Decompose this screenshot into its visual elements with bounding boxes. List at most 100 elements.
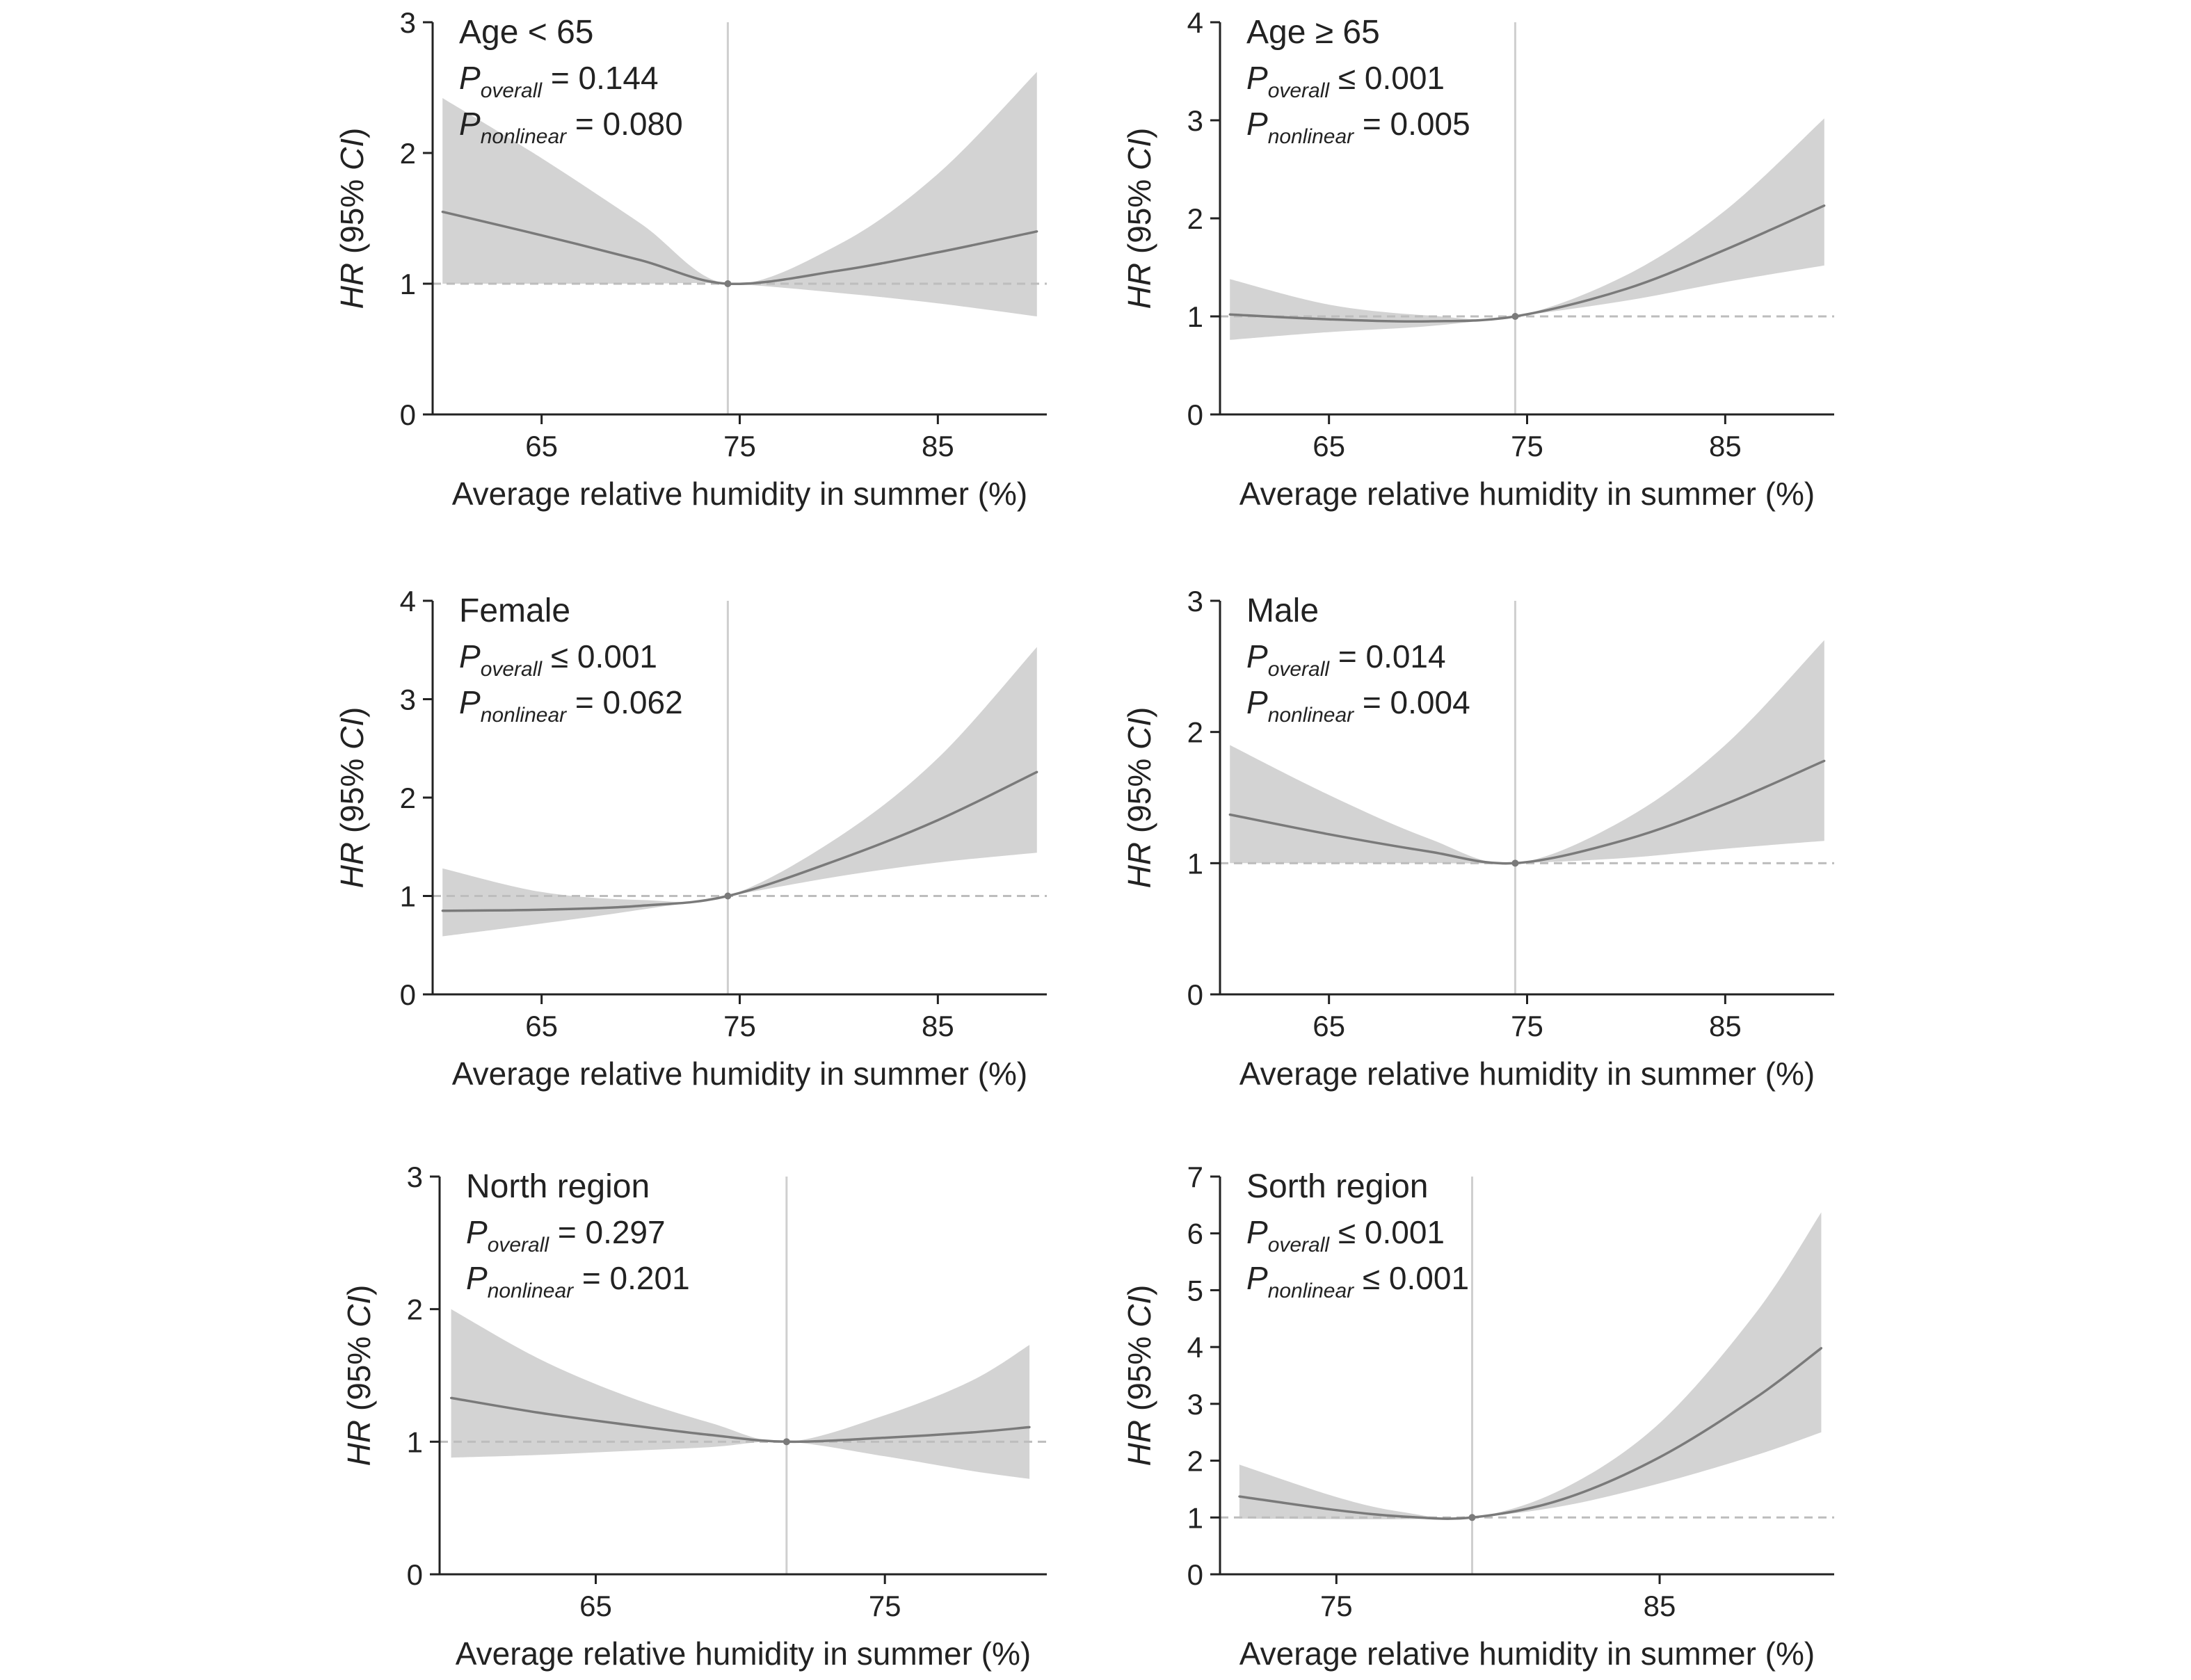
- y-axis-label: HR (95% CI): [334, 128, 370, 309]
- estimate-point: [1228, 813, 1231, 816]
- chart-panel-female: 0 1 2 3 4 65 75 85 Average relative humidity in …: [334, 585, 1047, 1092]
- p-value-text: Poverall = 0.297: [466, 1214, 666, 1257]
- p-symbol: P: [1246, 1260, 1268, 1296]
- reference-point: [1511, 313, 1519, 320]
- x-tick-label: 75: [1511, 430, 1543, 462]
- y-tick-label: 3: [1187, 1388, 1203, 1421]
- y-axis-label: HR (95% CI): [334, 707, 370, 889]
- y-tick-label: 3: [1187, 104, 1203, 137]
- y-axis-label-part: (95%: [334, 170, 370, 263]
- p-value: = 0.062: [566, 684, 683, 720]
- p-value: = 0.005: [1354, 106, 1470, 142]
- estimate-point: [936, 251, 939, 254]
- y-axis-label-part: (95%: [1121, 170, 1157, 263]
- subgroup-title: Female: [459, 592, 570, 629]
- estimate-point: [1328, 833, 1331, 836]
- estimate-point: [1625, 287, 1628, 291]
- x-tick-label: 65: [1313, 1010, 1345, 1042]
- estimate-point: [639, 905, 642, 907]
- y-tick-label: 2: [407, 1293, 423, 1326]
- p-subscript: nonlinear: [481, 125, 567, 148]
- y-axis-label-part: HR: [1121, 842, 1157, 888]
- p-value-text: Poverall ≤ 0.001: [459, 638, 657, 681]
- estimate-point: [1658, 1456, 1661, 1459]
- estimate-point: [536, 1411, 539, 1414]
- estimate-point: [1238, 1495, 1241, 1498]
- y-axis-label-part: HR: [334, 263, 370, 309]
- estimate-point: [450, 1396, 453, 1400]
- estimate-point: [1724, 248, 1726, 251]
- y-axis-label-part: (95%: [1121, 1327, 1157, 1420]
- subgroup-title: Male: [1246, 592, 1319, 629]
- p-value: ≤ 0.001: [542, 638, 657, 675]
- y-axis-label-part: HR: [334, 842, 370, 888]
- estimate-point: [1427, 320, 1429, 323]
- estimate-point: [540, 908, 543, 911]
- p-symbol: P: [1246, 638, 1268, 675]
- estimate-point: [970, 1431, 973, 1434]
- p-subscript: overall: [481, 658, 543, 681]
- subgroup-title: Sorth region: [1246, 1168, 1429, 1205]
- x-tick-label: 85: [922, 1010, 954, 1042]
- y-tick-label: 1: [1187, 847, 1203, 880]
- y-axis-label-part: ): [1121, 707, 1157, 718]
- p-value-text: Poverall ≤ 0.001: [1246, 60, 1445, 102]
- estimate-point: [441, 211, 444, 213]
- p-symbol: P: [1246, 684, 1268, 720]
- x-tick-label: 85: [1709, 1010, 1742, 1042]
- x-tick-label: 85: [922, 430, 954, 462]
- p-subscript: nonlinear: [1268, 125, 1354, 148]
- p-value: = 0.201: [573, 1260, 690, 1296]
- y-tick-label: 7: [1187, 1161, 1203, 1193]
- y-axis-label-part: HR: [1121, 1420, 1157, 1466]
- subgroup-title: North region: [466, 1168, 650, 1205]
- y-tick-label: 1: [407, 1425, 423, 1458]
- p-symbol: P: [459, 106, 481, 142]
- reference-point: [782, 1438, 790, 1446]
- confidence-band: [1230, 118, 1824, 340]
- y-tick-label: 0: [400, 398, 416, 431]
- estimate-point: [1036, 770, 1038, 773]
- estimate-point: [1625, 838, 1628, 841]
- y-axis-label: HR (95% CI): [1121, 1285, 1157, 1467]
- y-axis-label-part: (95%: [334, 750, 370, 842]
- p-value: ≤ 0.001: [1329, 60, 1445, 96]
- p-symbol: P: [459, 60, 481, 96]
- chart-panel-north-region: 0 1 2 3 65 75 Average relative humidity in sum…: [341, 1161, 1047, 1672]
- y-axis-label: HR (95% CI): [1121, 707, 1157, 889]
- p-value-text: Pnonlinear ≤ 0.001: [1246, 1260, 1469, 1302]
- y-tick-label: 3: [400, 6, 416, 39]
- y-tick-label: 2: [400, 137, 416, 170]
- estimate-point: [1823, 204, 1826, 207]
- p-subscript: nonlinear: [1268, 1279, 1354, 1302]
- estimate-point: [1228, 313, 1231, 316]
- x-axis-label: Average relative humidity in summer (%): [456, 1635, 1031, 1672]
- estimate-point: [1562, 1498, 1564, 1501]
- y-axis-label-part: CI: [1121, 718, 1157, 750]
- reference-point: [724, 280, 732, 287]
- x-axis-label: Average relative humidity in summer (%): [452, 476, 1027, 512]
- estimate-point: [1399, 1515, 1402, 1518]
- y-axis-label-part: HR: [1121, 263, 1157, 309]
- p-subscript: overall: [488, 1234, 550, 1257]
- y-axis-label: HR (95% CI): [341, 1285, 377, 1467]
- p-symbol: P: [1246, 1214, 1268, 1250]
- confidence-band: [1239, 1212, 1822, 1519]
- p-symbol: P: [459, 684, 481, 720]
- p-subscript: nonlinear: [1268, 704, 1354, 727]
- confidence-band: [442, 647, 1037, 937]
- y-axis-label-part: CI: [1121, 138, 1157, 170]
- y-axis-label-part: (95%: [341, 1327, 377, 1420]
- y-tick-label: 1: [1187, 1501, 1203, 1534]
- estimate-point: [1028, 1425, 1031, 1428]
- reference-point: [1511, 859, 1519, 867]
- y-axis-label-part: ): [334, 707, 370, 718]
- p-value: = 0.297: [549, 1214, 666, 1250]
- y-axis-label-part: CI: [341, 1295, 377, 1327]
- y-tick-label: 0: [1187, 978, 1203, 1011]
- estimate-point: [1820, 1347, 1823, 1350]
- y-axis-label-part: CI: [334, 718, 370, 750]
- x-tick-label: 75: [723, 1010, 756, 1042]
- p-value-text: Pnonlinear = 0.004: [1246, 684, 1470, 727]
- y-tick-label: 3: [1187, 585, 1203, 617]
